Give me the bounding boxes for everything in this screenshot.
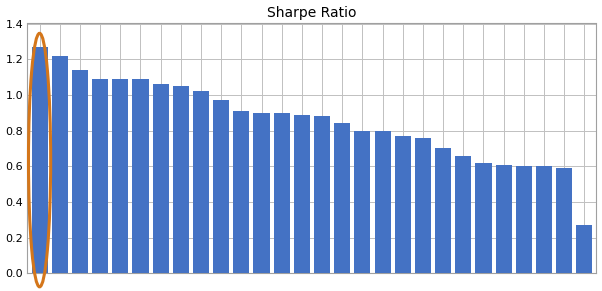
Bar: [173, 86, 189, 274]
Bar: [112, 79, 128, 274]
Bar: [455, 156, 471, 274]
Bar: [92, 79, 108, 274]
Bar: [152, 84, 169, 274]
Bar: [193, 91, 209, 274]
Bar: [294, 115, 310, 274]
Bar: [576, 225, 592, 274]
Bar: [253, 113, 270, 274]
Bar: [274, 113, 290, 274]
Bar: [72, 70, 88, 274]
Bar: [435, 148, 451, 274]
Bar: [556, 168, 573, 274]
Bar: [536, 166, 552, 274]
Bar: [52, 56, 68, 274]
Bar: [314, 116, 330, 274]
Bar: [132, 79, 149, 274]
Bar: [31, 47, 48, 274]
Bar: [415, 138, 431, 274]
Bar: [233, 111, 249, 274]
Bar: [374, 131, 391, 274]
Bar: [476, 163, 491, 274]
Bar: [516, 166, 532, 274]
Title: Sharpe Ratio: Sharpe Ratio: [267, 6, 357, 19]
Bar: [334, 123, 350, 274]
Bar: [395, 136, 411, 274]
Bar: [213, 100, 229, 274]
Bar: [495, 164, 512, 274]
Bar: [355, 131, 370, 274]
